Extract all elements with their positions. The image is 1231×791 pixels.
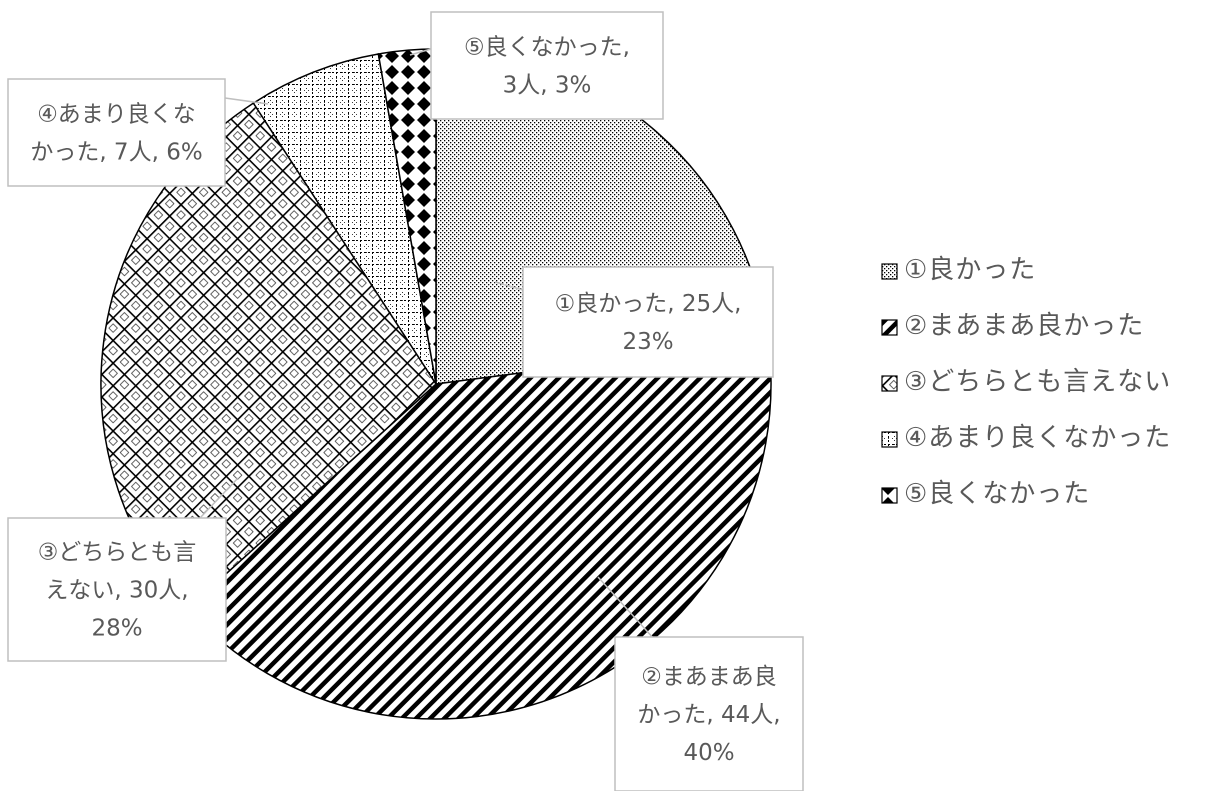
data-label-2-line-2: かった, 44人, [637,702,780,728]
data-label-5-line-2: 3人, 3% [503,73,592,99]
data-label-5: ⑤良くなかった, 3人, 3% [430,11,664,120]
legend-swatch-1 [881,263,898,280]
chart-legend: ①良かった ②まあまあ良かった ③どちらとも言えない ④あまり良くなかった ⑤良くなかっ… [881,255,1171,509]
leader-line-5 [409,48,432,56]
data-label-1-line-2: 23% [622,329,673,355]
data-label-3-line-3: 28% [91,616,142,642]
legend-item-3: ③どちらとも言えない [881,367,1171,397]
data-label-2-line-1: ②まあまあ良 [641,664,777,690]
legend-item-1: ①良かった [881,255,1036,285]
data-label-3-line-2: えない, 30人, [45,578,188,604]
data-label-1: ①良かった, 25人, 23% [522,266,774,378]
legend-label-2: ②まあまあ良かった [904,311,1144,341]
data-label-3-line-1: ③どちらとも言 [38,540,197,566]
pie-slice-2 [186,339,772,720]
leader-line-3 [199,477,239,519]
legend-label-1: ①良かった [904,255,1036,285]
legend-swatch-4 [881,431,898,448]
leader-line-4 [224,97,269,105]
data-label-4-line-2: かった, 7人, 6% [30,140,202,166]
data-label-2-line-3: 40% [683,740,734,766]
data-label-box-1 [522,266,774,378]
data-label-2: ②まあまあ良かった, 44人, 40% [614,636,804,791]
leader-line-1 [494,281,524,291]
data-label-box-5 [430,11,664,120]
data-label-4: ④あまり良くなかった, 7人, 6% [7,78,226,187]
data-label-1-line-1: ①良かった, 25人, [555,291,742,317]
data-label-box-4 [7,78,226,187]
legend-label-4: ④あまり良くなかった [904,423,1171,453]
data-label-4-line-1: ④あまり良くな [37,102,196,128]
legend-swatch-2 [881,319,898,336]
data-label-5-line-1: ⑤良くなかった, [464,35,630,61]
legend-item-2: ②まあまあ良かった [881,311,1144,341]
legend-item-5: ⑤良くなかった [881,479,1090,509]
legend-label-3: ③どちらとも言えない [904,367,1171,397]
leader-line-2 [597,576,656,641]
legend-swatch-3 [881,375,898,392]
legend-swatch-5 [881,487,898,504]
data-label-box-3 [7,517,227,662]
legend-item-4: ④あまり良くなかった [881,423,1171,453]
data-label-box-2 [614,636,804,791]
data-label-3: ③どちらとも言えない, 30人, 28% [7,517,227,662]
legend-label-5: ⑤良くなかった [904,479,1090,509]
